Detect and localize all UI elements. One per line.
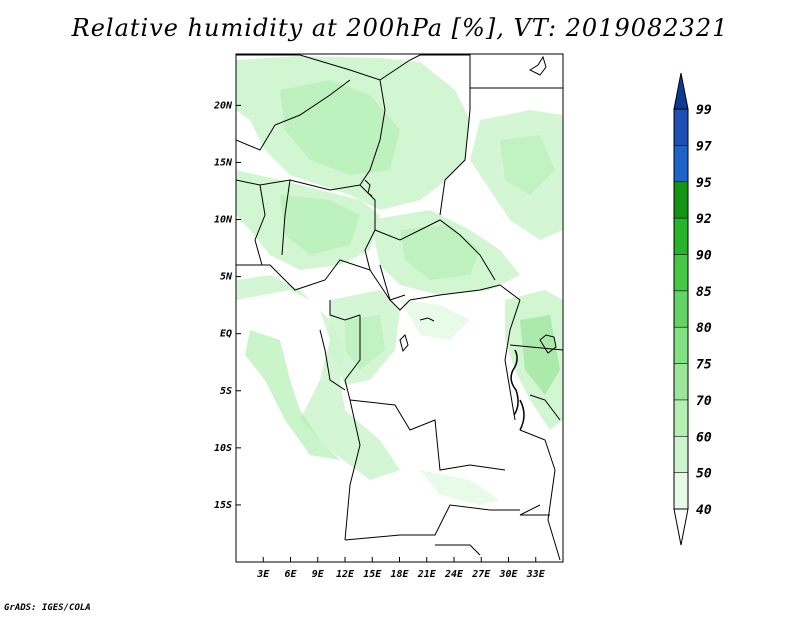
- humidity-shading: [236, 56, 563, 505]
- colorbar-label: 50: [696, 467, 712, 482]
- lon-tick-label: 3E: [256, 569, 270, 580]
- colorbar-label: 90: [696, 248, 712, 263]
- colorbar-label: 97: [696, 139, 712, 154]
- colorbar-segment: [674, 254, 688, 291]
- colorbar-label: 99: [696, 103, 712, 118]
- lat-tick-label: 10S: [214, 443, 232, 454]
- lon-tick-label: 21E: [417, 569, 437, 580]
- colorbar-segment: [674, 109, 688, 146]
- colorbar-label: 80: [696, 321, 712, 336]
- colorbar-segment: [674, 218, 688, 255]
- lat-tick-label: EQ: [220, 329, 232, 340]
- colorbar-label: 60: [696, 430, 712, 445]
- grads-credit: GrADS: IGES/COLA: [4, 603, 91, 613]
- lon-tick-label: 33E: [526, 569, 546, 580]
- lat-tick-label: 5S: [220, 386, 232, 397]
- lon-tick-label: 18E: [390, 569, 409, 580]
- colorbar-label: 75: [696, 358, 712, 373]
- lon-tick-label: 27E: [471, 569, 491, 580]
- lat-tick-label: 5N: [220, 272, 233, 283]
- colorbar: 40 50 60 70 75 80 85 90 92 95 97 99: [673, 72, 712, 546]
- colorbar-label: 70: [696, 394, 712, 409]
- colorbar-segment: [674, 436, 688, 473]
- lat-axis: 20N 15N 10N 5N EQ 5S 10S 15S: [213, 100, 241, 511]
- colorbar-label: 92: [696, 212, 712, 227]
- chart-title: Relative humidity at 200hPa [%], VT: 201…: [71, 14, 729, 42]
- colorbar-segment: [674, 290, 688, 328]
- lon-tick-label: 6E: [284, 569, 297, 580]
- lat-tick-label: 10N: [214, 215, 233, 226]
- lat-tick-label: 15N: [214, 157, 233, 168]
- lon-tick-label: 24E: [444, 569, 464, 580]
- colorbar-top-arrow: [673, 72, 689, 110]
- colorbar-segment: [674, 399, 688, 437]
- lon-tick-label: 15E: [363, 569, 382, 580]
- colorbar-segment: [674, 363, 688, 400]
- colorbar-segment: [674, 327, 688, 364]
- colorbar-segment: [674, 181, 688, 219]
- lon-axis: 3E 6E 9E 12E 15E 18E 21E 24E 27E 30E 33E: [256, 557, 546, 580]
- lon-tick-label: 9E: [312, 569, 325, 580]
- lon-tick-label: 30E: [498, 569, 518, 580]
- lat-tick-label: 15S: [214, 500, 232, 511]
- country-borders: [236, 54, 563, 561]
- colorbar-bottom-arrow: [673, 508, 689, 546]
- colorbar-segment: [674, 145, 688, 182]
- colorbar-label: 85: [696, 285, 712, 300]
- colorbar-label: 40: [696, 503, 712, 518]
- lat-tick-label: 20N: [213, 100, 233, 111]
- colorbar-label: 95: [696, 176, 712, 191]
- colorbar-segment: [674, 472, 688, 509]
- lon-tick-label: 12E: [336, 569, 355, 580]
